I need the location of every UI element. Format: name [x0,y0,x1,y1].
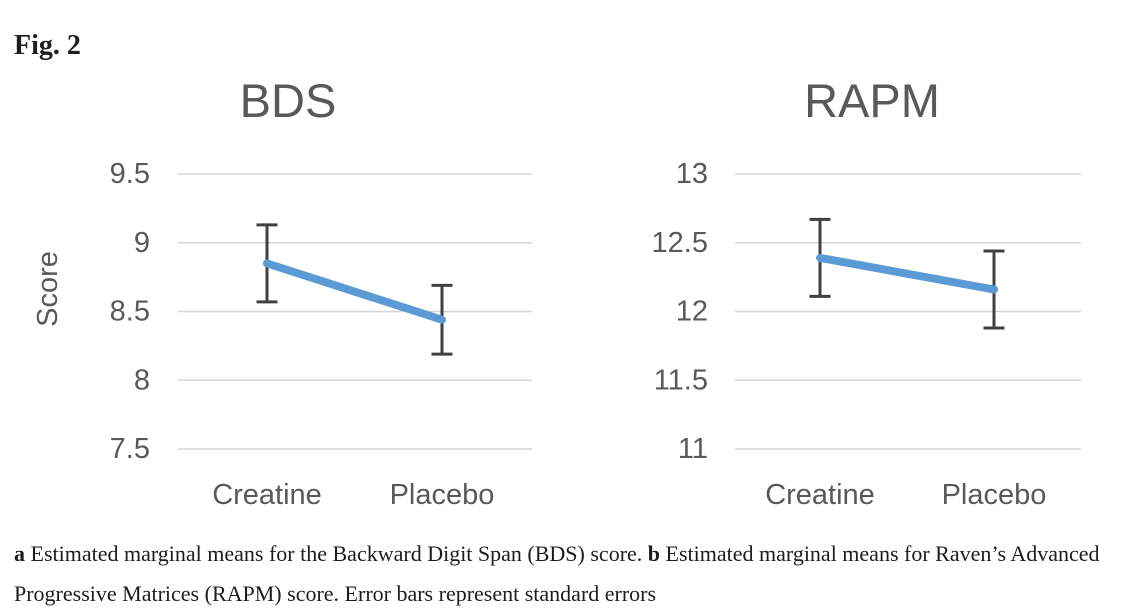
chart-title: BDS [240,74,337,127]
y-tick-label: 9.5 [110,158,150,190]
y-tick-label: 8 [134,364,150,396]
caption-text-a: Estimated marginal means for the Backwar… [25,541,648,566]
y-tick-label: 12.5 [652,227,708,259]
x-category-label: Creatine [765,479,875,511]
x-category-label: Placebo [942,479,1047,511]
y-tick-label: 11.5 [654,364,708,396]
bds-chart-svg: BDS Score 9.5 9 8.5 8 7.5 Creatine Placebo [32,74,532,511]
y-tick-label: 11 [678,433,708,465]
y-tick-label: 7.5 [110,433,150,465]
chart-title: RAPM [804,74,940,127]
x-category-label: Creatine [212,479,322,511]
y-tick-label: 9 [134,227,150,259]
bds-chart: BDS Score 9.5 9 8.5 8 7.5 Creatine Placebo [0,60,560,515]
y-tick-label: 8.5 [110,296,150,328]
y-axis-title: Score [32,251,64,327]
caption-text-b: Estimated marginal means for Raven’s Adv… [14,541,1100,606]
figure-label: Fig. 2 [14,30,81,61]
caption-marker-b: b [647,541,661,566]
y-tick-label: 13 [676,158,708,190]
data-line [263,259,446,324]
rapm-chart-svg: RAPM 13 12.5 12 11.5 11 Creatine Placebo [652,74,1081,511]
data-line [816,253,998,294]
x-category-label: Placebo [390,479,495,511]
y-tick-label: 12 [676,296,708,328]
caption-marker-a: a [14,541,25,566]
rapm-chart: RAPM 13 12.5 12 11.5 11 Creatine Placebo [620,60,1127,515]
figure-caption: a Estimated marginal means for the Backw… [14,534,1116,613]
